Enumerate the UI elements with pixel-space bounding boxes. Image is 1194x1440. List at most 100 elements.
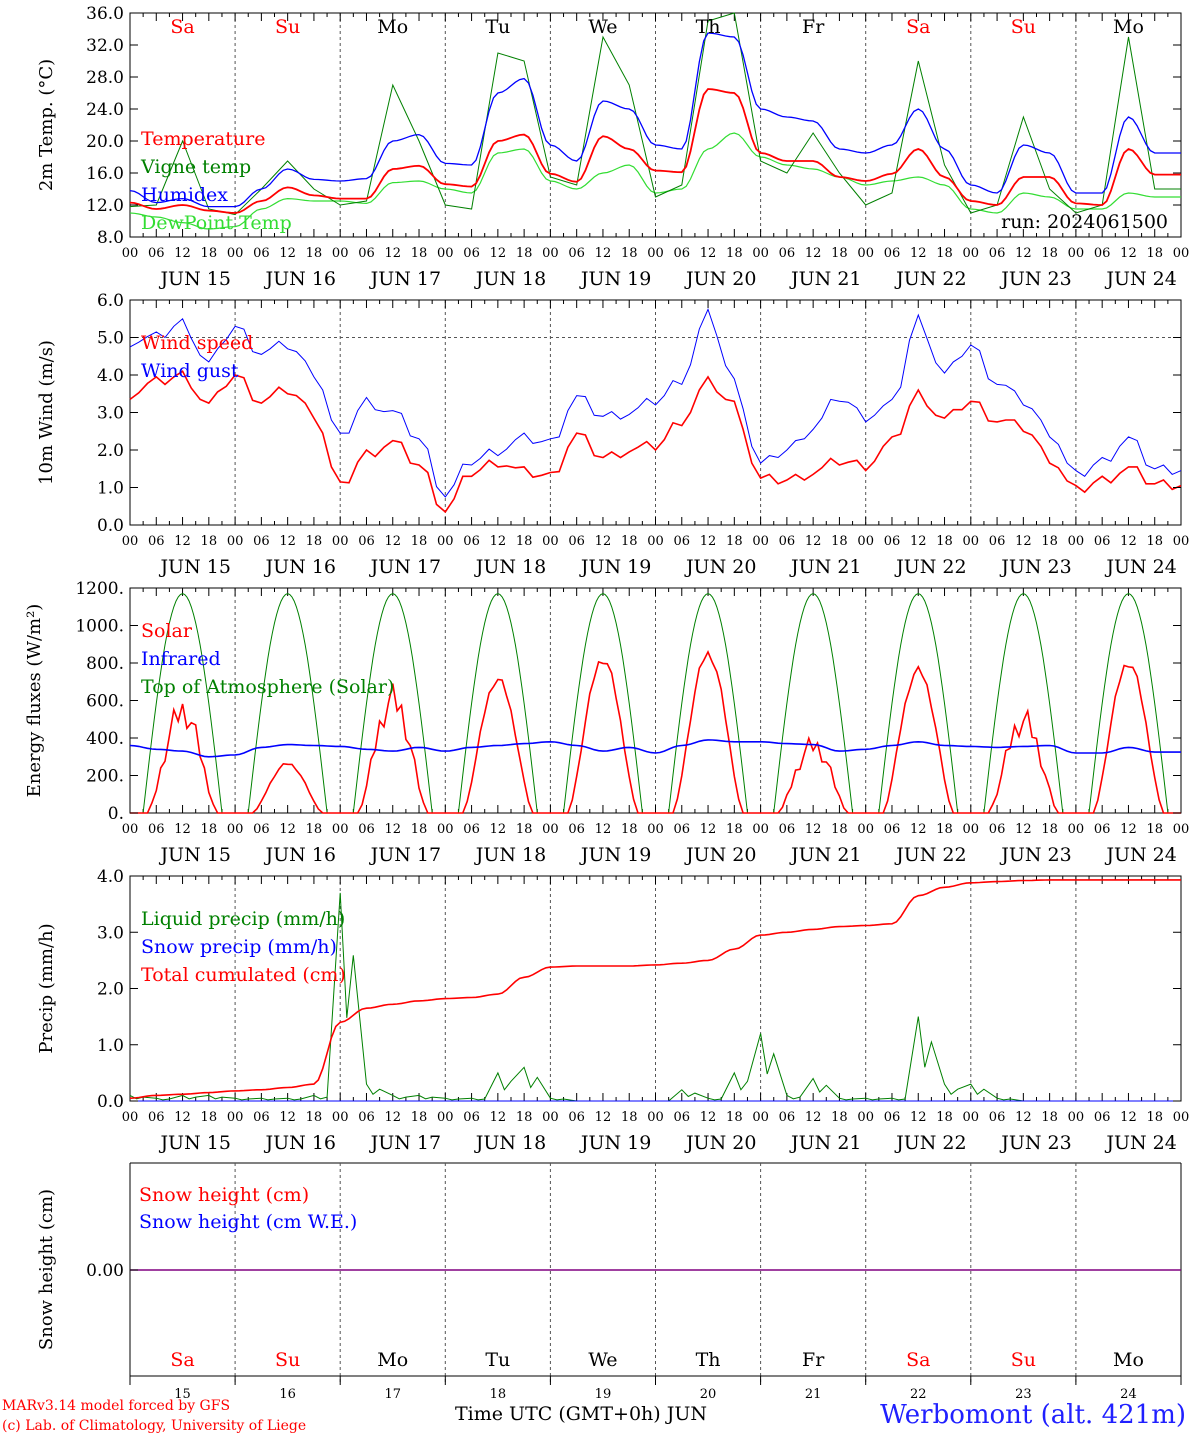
hour-tick-label: 00 bbox=[1068, 534, 1085, 549]
hour-tick-label: 18 bbox=[1146, 1110, 1163, 1125]
hour-tick-label: 06 bbox=[989, 246, 1006, 261]
hour-tick-label: 12 bbox=[595, 246, 612, 261]
day-number-label: 17 bbox=[384, 1387, 401, 1402]
date-label: JUN 19 bbox=[579, 844, 651, 866]
date-label: JUN 17 bbox=[369, 1132, 441, 1154]
hour-tick-label: 00 bbox=[227, 1110, 244, 1125]
hour-tick-label: 18 bbox=[1146, 534, 1163, 549]
hour-tick-label: 00 bbox=[857, 246, 874, 261]
hour-tick-label: 12 bbox=[700, 1110, 717, 1125]
hour-tick-label: 12 bbox=[1120, 822, 1137, 837]
legend-entry: Liquid precip (mm/h) bbox=[141, 908, 345, 930]
hour-tick-label: 06 bbox=[358, 534, 375, 549]
hour-tick-label: 12 bbox=[490, 822, 507, 837]
hour-tick-label: 18 bbox=[726, 822, 743, 837]
hour-tick-label: 00 bbox=[963, 246, 980, 261]
hour-tick-label: 12 bbox=[805, 822, 822, 837]
weekday-label: Su bbox=[275, 1349, 300, 1371]
hour-tick-label: 12 bbox=[490, 1110, 507, 1125]
hour-tick-label: 06 bbox=[674, 1110, 691, 1125]
date-label: JUN 22 bbox=[894, 1132, 966, 1154]
date-label: JUN 24 bbox=[1104, 268, 1176, 290]
y-axis-label-energy: Energy fluxes (W/m²) bbox=[24, 604, 45, 798]
date-label: JUN 23 bbox=[999, 844, 1071, 866]
hour-tick-label: 00 bbox=[122, 534, 139, 549]
hour-tick-label: 12 bbox=[384, 246, 401, 261]
hour-tick-label: 12 bbox=[1120, 1110, 1137, 1125]
date-label: JUN 22 bbox=[894, 268, 966, 290]
hour-tick-label: 18 bbox=[936, 246, 953, 261]
hour-tick-label: 06 bbox=[884, 1110, 901, 1125]
legend-entry: Wind gust bbox=[141, 360, 239, 382]
hour-tick-label: 06 bbox=[358, 822, 375, 837]
date-label: JUN 17 bbox=[369, 556, 441, 578]
panel-frame-1 bbox=[129, 12, 1182, 238]
hour-tick-label: 00 bbox=[1068, 1110, 1085, 1125]
hour-tick-label: 18 bbox=[411, 1110, 428, 1125]
hour-tick-label: 06 bbox=[253, 534, 270, 549]
hour-tick-label: 06 bbox=[148, 534, 165, 549]
hour-tick-label: 00 bbox=[963, 534, 980, 549]
hour-tick-label: 12 bbox=[910, 534, 927, 549]
hour-tick-label: 06 bbox=[1094, 534, 1111, 549]
hour-tick-label: 00 bbox=[1173, 1110, 1190, 1125]
day-number-label: 23 bbox=[1015, 1387, 1032, 1402]
y-tick-label: 3.0 bbox=[97, 404, 124, 424]
legend-entry: Total cumulated (cm) bbox=[141, 964, 346, 986]
day-number-label: 15 bbox=[174, 1387, 191, 1402]
weekday-label: Tu bbox=[485, 16, 510, 38]
hour-tick-label: 00 bbox=[857, 822, 874, 837]
y-tick-label: 6.0 bbox=[97, 291, 124, 311]
hour-tick-label: 00 bbox=[122, 246, 139, 261]
day-number-label: 18 bbox=[490, 1387, 507, 1402]
hour-tick-label: 00 bbox=[122, 822, 139, 837]
date-label: JUN 15 bbox=[158, 556, 230, 578]
weekday-label: Mo bbox=[377, 16, 408, 38]
day-number-label: 24 bbox=[1120, 1387, 1137, 1402]
credit-line-2: (c) Lab. of Climatology, University of L… bbox=[2, 1418, 307, 1434]
hour-tick-label: 00 bbox=[542, 1110, 559, 1125]
hour-tick-label: 12 bbox=[1015, 822, 1032, 837]
y-tick-label: 0.0 bbox=[97, 516, 124, 536]
hour-tick-label: 06 bbox=[884, 822, 901, 837]
hour-tick-label: 12 bbox=[1120, 246, 1137, 261]
hour-tick-label: 00 bbox=[332, 1110, 349, 1125]
hour-tick-label: 06 bbox=[779, 822, 796, 837]
day-number-label: 22 bbox=[910, 1387, 927, 1402]
series-line-vigne-temp bbox=[129, 12, 1181, 216]
date-label: JUN 17 bbox=[369, 268, 441, 290]
hour-tick-label: 18 bbox=[1146, 246, 1163, 261]
hour-tick-label: 00 bbox=[332, 534, 349, 549]
legend-entry: Solar bbox=[141, 620, 193, 642]
hour-tick-label: 12 bbox=[174, 534, 191, 549]
hour-tick-label: 06 bbox=[463, 246, 480, 261]
hour-tick-label: 18 bbox=[306, 822, 323, 837]
hour-tick-label: 18 bbox=[516, 822, 533, 837]
hour-tick-label: 12 bbox=[805, 534, 822, 549]
hour-tick-label: 12 bbox=[279, 1110, 296, 1125]
series-line-wind-speed bbox=[129, 370, 1182, 514]
hour-tick-label: 00 bbox=[542, 246, 559, 261]
hour-tick-label: 06 bbox=[253, 246, 270, 261]
hour-tick-label: 06 bbox=[674, 246, 691, 261]
hour-tick-label: 06 bbox=[148, 246, 165, 261]
hour-tick-label: 18 bbox=[726, 1110, 743, 1125]
hour-tick-label: 06 bbox=[674, 822, 691, 837]
hour-tick-label: 12 bbox=[490, 246, 507, 261]
hour-tick-label: 06 bbox=[989, 1110, 1006, 1125]
date-label: JUN 21 bbox=[789, 556, 861, 578]
hour-tick-label: 06 bbox=[358, 1110, 375, 1125]
hour-tick-label: 18 bbox=[936, 822, 953, 837]
hour-tick-label: 18 bbox=[411, 534, 428, 549]
hour-tick-label: 18 bbox=[726, 246, 743, 261]
weekday-label: Sa bbox=[906, 16, 930, 38]
hour-tick-label: 18 bbox=[936, 1110, 953, 1125]
hour-tick-label: 12 bbox=[279, 246, 296, 261]
hour-tick-label: 12 bbox=[279, 534, 296, 549]
hour-tick-label: 12 bbox=[700, 534, 717, 549]
hour-tick-label: 12 bbox=[384, 822, 401, 837]
weekday-label: Su bbox=[1011, 1349, 1036, 1371]
hour-tick-label: 06 bbox=[1094, 822, 1111, 837]
hour-tick-label: 00 bbox=[227, 246, 244, 261]
hour-tick-label: 00 bbox=[1068, 822, 1085, 837]
